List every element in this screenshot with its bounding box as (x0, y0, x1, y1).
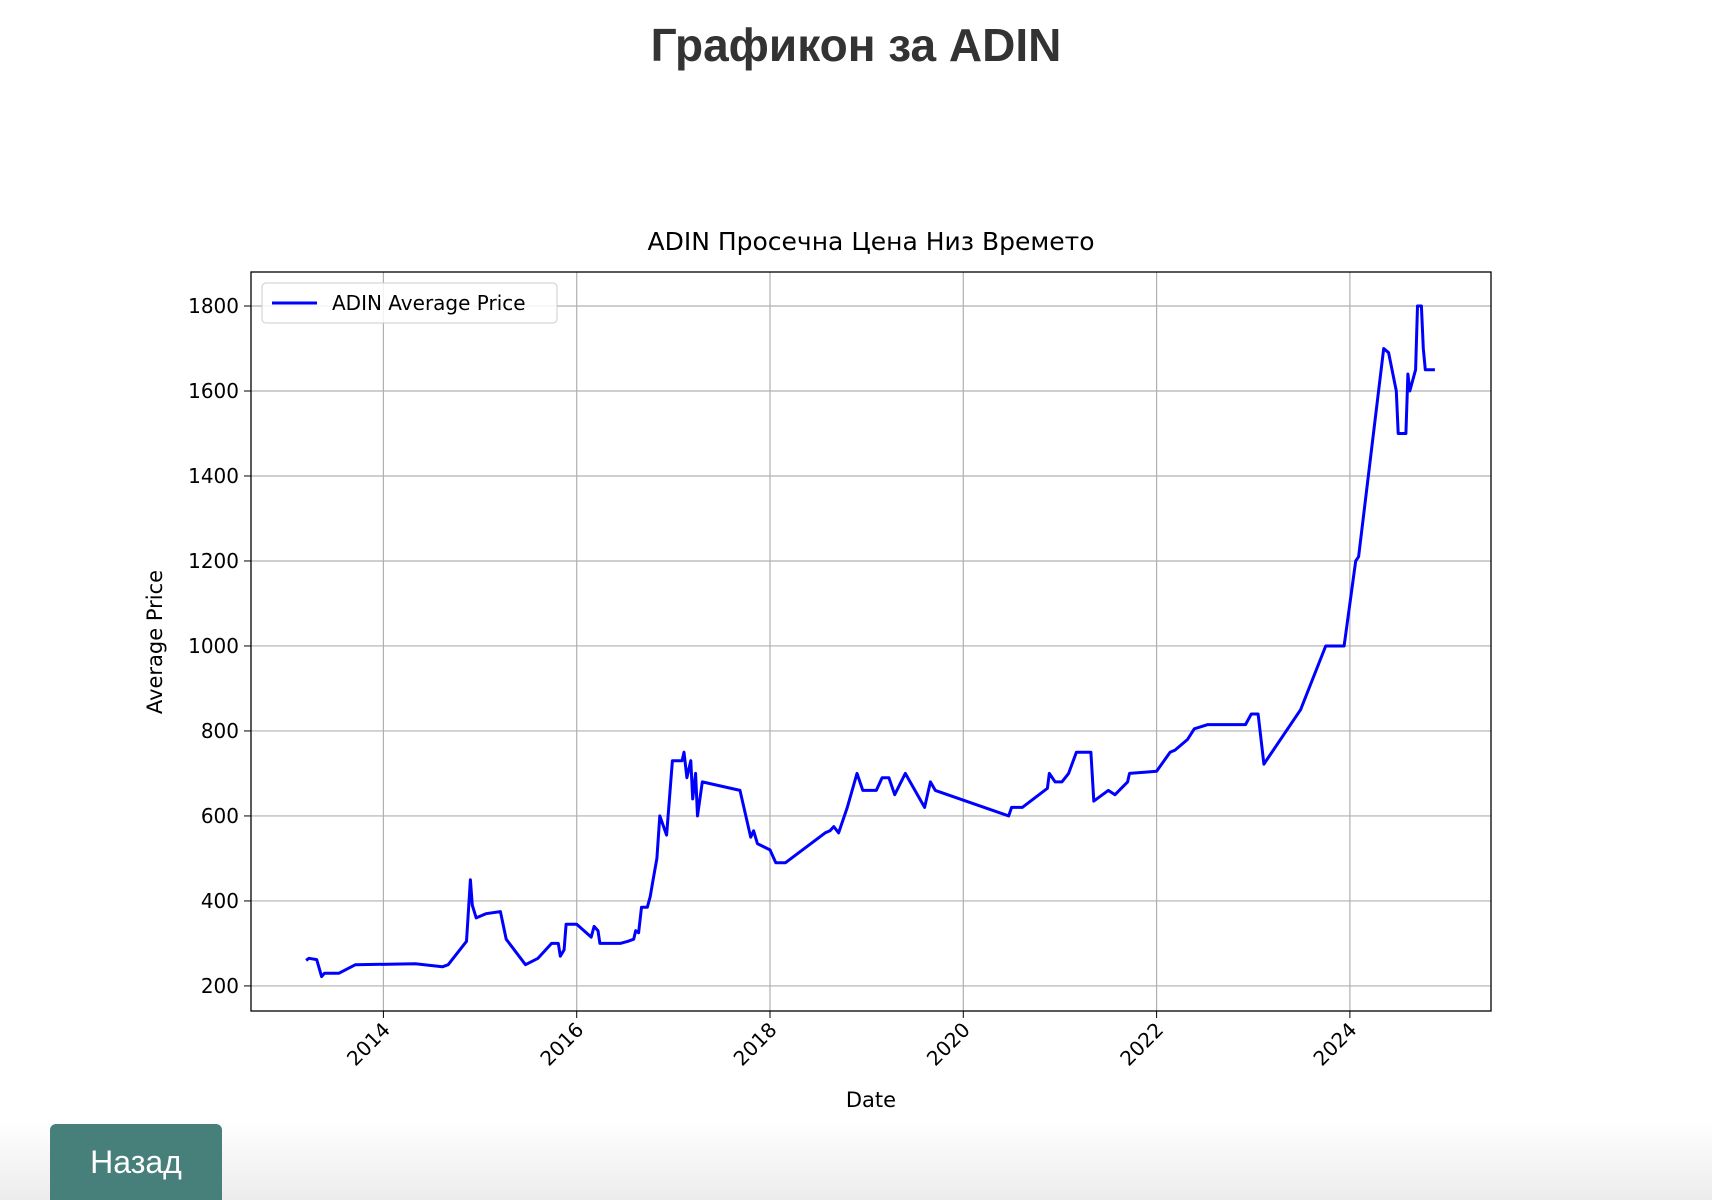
y-tick-label: 800 (201, 719, 239, 743)
y-axis-label: Average Price (143, 570, 167, 714)
x-axis-label: Date (846, 1088, 896, 1112)
legend-label: ADIN Average Price (332, 291, 526, 315)
y-tick-label: 1800 (188, 294, 239, 318)
x-tick-label: 2022 (1115, 1018, 1168, 1071)
y-tick-label: 1200 (188, 549, 239, 573)
y-tick-label: 1000 (188, 634, 239, 658)
plot-frame (250, 271, 1492, 1012)
page-title: Графикон за ADIN (650, 19, 1062, 71)
x-tick-label: 2020 (922, 1018, 975, 1071)
x-tick-label: 2024 (1308, 1018, 1361, 1071)
legend-box (261, 282, 558, 324)
x-tick-label: 2018 (729, 1018, 782, 1071)
y-tick-label: 1400 (188, 464, 239, 488)
y-tick-label: 400 (201, 889, 239, 913)
legend: ADIN Average Price (261, 282, 558, 324)
chart-title: ADIN Просечна Цена Низ Времето (647, 227, 1094, 256)
x-tick-label: 2016 (535, 1018, 588, 1071)
line-series (305, 304, 1435, 979)
x-tick-label: 2014 (342, 1018, 395, 1071)
y-tick-label: 200 (201, 974, 239, 998)
y-tick-label: 1600 (188, 379, 239, 403)
back-button[interactable]: Назад (50, 1124, 222, 1200)
y-tick-label: 600 (201, 804, 239, 828)
